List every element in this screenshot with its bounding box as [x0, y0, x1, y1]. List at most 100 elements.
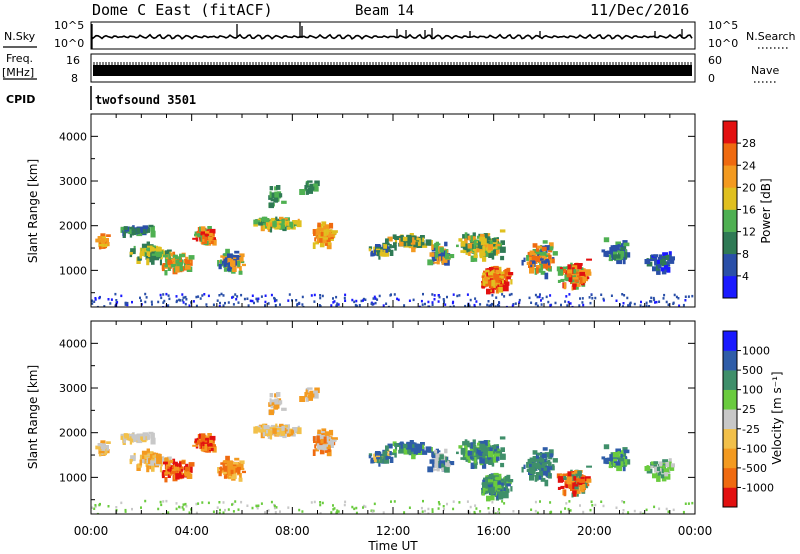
power-echo: [603, 251, 609, 257]
power-echo-near-range: [115, 299, 118, 302]
velocity-echo: [268, 409, 274, 416]
power-echo: [130, 248, 136, 255]
power-echo-near-range: [591, 297, 594, 300]
velocity-echo: [144, 434, 150, 440]
velocity-echo-near-range: [623, 501, 626, 504]
power-echo-near-range: [151, 303, 153, 306]
power-echo: [586, 258, 592, 261]
power-echo: [470, 255, 475, 262]
power-echo: [148, 251, 151, 257]
power-echo-near-range: [645, 301, 648, 305]
velocity-echo-near-range: [437, 501, 440, 504]
power-echo: [375, 244, 381, 250]
power-echo: [217, 260, 220, 267]
velocity-echo-near-range: [565, 502, 568, 505]
velocity-echo-near-range: [160, 503, 163, 507]
power-echo: [394, 238, 398, 244]
velocity-echo: [529, 457, 535, 463]
power-echo-near-range: [569, 302, 572, 305]
velocity-echo-near-range: [364, 505, 367, 508]
power-echo: [552, 251, 558, 256]
power-echo-near-range: [579, 297, 581, 300]
velocity-echo: [167, 471, 171, 475]
power-echo: [175, 266, 180, 273]
velocity-echo: [420, 447, 425, 453]
power-echo: [411, 246, 416, 253]
velocity-echo-near-range: [355, 511, 358, 514]
power-echo: [161, 264, 165, 272]
velocity-echo: [431, 454, 438, 459]
velocity-echo-near-range: [157, 507, 160, 511]
velocity-echo: [188, 462, 195, 467]
power-echo: [466, 246, 470, 253]
velocity-echo: [496, 450, 501, 454]
power-echo: [441, 260, 444, 265]
power-echo-near-range: [376, 298, 379, 301]
velocity-echo: [542, 447, 548, 451]
power-echo: [487, 277, 490, 280]
power-echo: [479, 236, 486, 242]
velocity-echo: [432, 461, 435, 468]
power-echo-near-range: [218, 294, 221, 297]
power-echo-near-range: [623, 294, 626, 297]
power-echo-near-range: [421, 303, 424, 306]
power-echo: [530, 256, 535, 262]
power-echo: [394, 236, 400, 240]
power-echo: [141, 248, 145, 255]
velocity-echo: [281, 407, 287, 411]
power-echo-near-range: [588, 296, 591, 299]
velocity-echo-near-range: [96, 512, 99, 514]
power-echo: [660, 267, 665, 272]
velocity-echo: [487, 487, 493, 493]
velocity-echo: [493, 472, 499, 476]
power-echo-near-range: [222, 294, 225, 297]
velocity-echo: [572, 490, 577, 494]
power-echo: [373, 249, 378, 256]
power-echo-near-range: [192, 300, 195, 303]
power-echo: [560, 278, 565, 282]
power-echo: [97, 236, 103, 240]
velocity-y-axis: 1000 2000 3000 4000: [59, 337, 695, 501]
power-echo: [220, 255, 225, 258]
velocity-echo: [548, 449, 554, 456]
power-echo: [273, 197, 279, 203]
power-echo: [123, 226, 128, 231]
velocity-echo-near-range: [627, 511, 630, 514]
power-echo-near-range: [627, 304, 630, 307]
power-echo: [579, 271, 585, 276]
power-echo-near-range: [227, 301, 230, 304]
power-echo-near-range: [495, 296, 498, 299]
power-echo: [644, 259, 651, 265]
power-echo: [474, 250, 477, 257]
power-echo: [165, 259, 168, 266]
power-echo-near-range: [247, 304, 250, 307]
power-echo-near-range: [568, 293, 571, 296]
velocity-echo: [479, 462, 484, 466]
velocity-echo: [586, 478, 592, 483]
velocity-colorbar-tick-label: -500: [742, 462, 767, 475]
power-echo: [146, 258, 150, 266]
power-echo-near-range: [622, 302, 625, 305]
power-echo: [329, 222, 334, 229]
power-echo: [541, 246, 547, 251]
power-echo: [486, 240, 491, 247]
velocity-echo-near-range: [267, 509, 270, 512]
power-echo-near-range: [655, 300, 658, 304]
power-echo: [462, 245, 465, 250]
velocity-echo-near-range: [420, 506, 423, 510]
velocity-echo: [534, 456, 541, 462]
power-colorbar-tick-label: 24: [742, 159, 756, 172]
power-echo: [545, 254, 550, 258]
velocity-echo-near-range: [594, 503, 597, 507]
velocity-echo: [460, 457, 466, 460]
velocity-echo: [436, 464, 440, 472]
velocity-echo-near-range: [353, 507, 356, 511]
velocity-echo-near-range: [124, 508, 127, 512]
power-echo-near-range: [648, 305, 651, 307]
power-echo: [238, 260, 245, 264]
power-echo: [238, 270, 243, 275]
velocity-echo: [368, 453, 373, 457]
power-echo: [200, 230, 205, 236]
velocity-echo: [440, 457, 447, 462]
